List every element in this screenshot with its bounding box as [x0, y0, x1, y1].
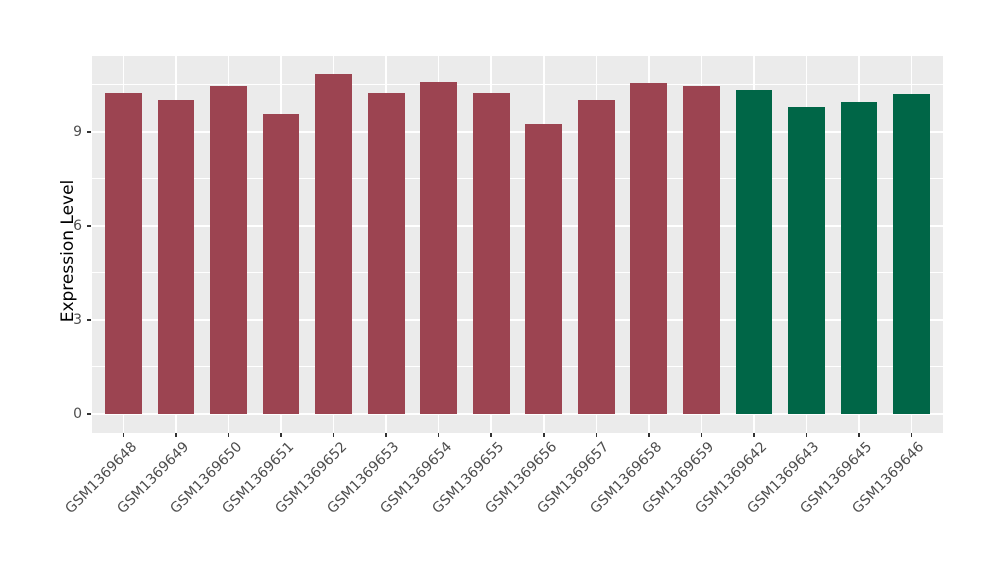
bar-GSM1369648	[105, 92, 142, 414]
x-tick-mark	[700, 433, 703, 437]
bar-GSM1369653	[367, 92, 405, 414]
gridline-major-y	[92, 225, 943, 227]
y-tick-mark	[87, 319, 91, 321]
y-tick-label: 6	[73, 217, 82, 234]
x-tick-mark	[175, 433, 177, 437]
plot-panel	[92, 56, 943, 433]
bar-GSM1369654	[420, 82, 458, 414]
y-tick-mark	[87, 131, 91, 133]
x-tick-mark	[227, 433, 230, 437]
y-axis-title: Expression Level	[58, 179, 78, 322]
x-tick-mark	[753, 433, 755, 437]
y-tick-mark	[87, 413, 91, 415]
bar-GSM1369657	[577, 100, 615, 414]
bar-GSM1369652	[315, 74, 353, 414]
x-tick-mark	[595, 433, 598, 437]
x-tick-mark	[280, 433, 282, 437]
y-tick-label: 0	[73, 405, 82, 422]
x-tick-mark	[910, 433, 913, 437]
gridline-major-y	[92, 131, 943, 133]
x-tick-mark	[332, 433, 335, 437]
gridline-minor-y	[92, 366, 943, 368]
y-tick-mark	[87, 225, 91, 227]
x-tick-mark	[490, 433, 492, 437]
gridline-major-y	[92, 413, 943, 415]
x-tick-mark	[805, 433, 808, 437]
gridline-major-y	[92, 319, 943, 321]
bar-GSM1369651	[262, 114, 300, 414]
bar-GSM1369643	[788, 107, 825, 414]
x-tick-mark	[858, 433, 860, 437]
x-tick-mark	[543, 433, 545, 437]
bar-GSM1369646	[893, 93, 930, 414]
x-tick-mark	[437, 433, 440, 437]
gridline-minor-y	[92, 84, 943, 86]
bar-GSM1369658	[630, 82, 668, 414]
bar-GSM1369642	[735, 89, 773, 414]
bar-GSM1369659	[682, 86, 720, 414]
x-tick-mark	[385, 433, 387, 437]
x-tick-mark	[648, 433, 650, 437]
y-tick-label: 3	[73, 311, 82, 328]
bar-GSM1369645	[840, 102, 878, 414]
bar-GSM1369655	[472, 92, 510, 414]
bar-GSM1369650	[210, 86, 247, 414]
bar-GSM1369656	[525, 123, 563, 414]
gridline-minor-y	[92, 178, 943, 180]
gridline-minor-y	[92, 272, 943, 274]
x-tick-mark	[122, 433, 125, 437]
bar-GSM1369649	[157, 99, 195, 414]
y-tick-label: 9	[73, 123, 82, 140]
